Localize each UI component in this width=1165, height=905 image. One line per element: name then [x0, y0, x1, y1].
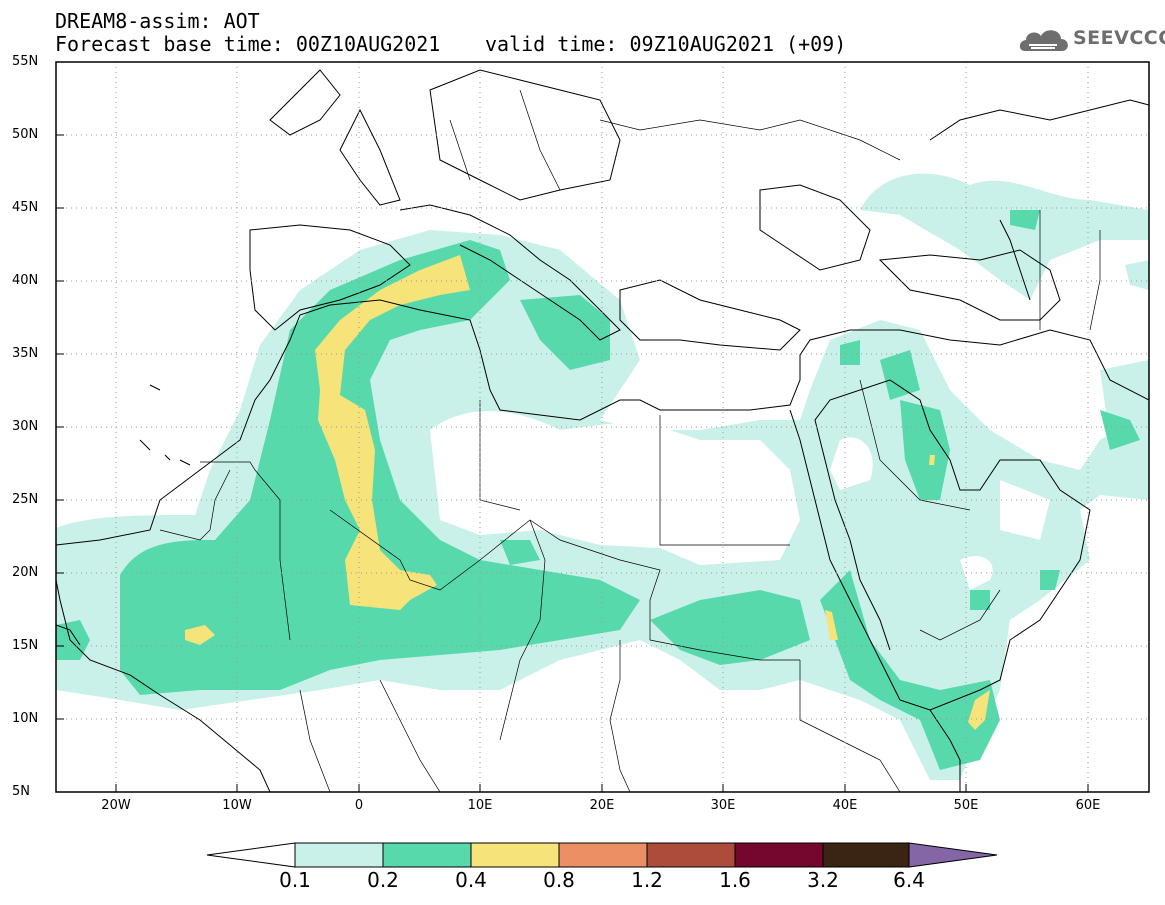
colorbar-segment	[646, 842, 736, 868]
aot-level-0.2	[56, 210, 1140, 770]
seevccc-logo: SEEVCCC	[1017, 24, 1165, 56]
colorbar-segment	[822, 842, 910, 868]
lon-label: 0	[354, 798, 364, 813]
colorbar-segment	[558, 842, 648, 868]
lon-label: 20W	[101, 798, 131, 813]
colorbar-label: 0.4	[455, 868, 487, 892]
graticule	[56, 62, 1149, 792]
colorbar-segment	[470, 842, 560, 868]
lon-label: 10W	[222, 798, 252, 813]
aot-level-0.4	[185, 255, 990, 730]
colorbar-segment	[382, 842, 472, 868]
colorbar-segment	[206, 842, 296, 868]
colorbar-label: 1.6	[719, 868, 751, 892]
coastlines	[56, 69, 1149, 792]
lat-label: 55N	[12, 54, 39, 69]
lat-label: 10N	[12, 711, 39, 726]
lon-label: 10E	[467, 798, 493, 813]
colorbar-label: 1.2	[631, 868, 663, 892]
colorbar-segment	[734, 842, 824, 868]
lon-label: 40E	[832, 798, 858, 813]
lon-label: 60E	[1075, 798, 1101, 813]
lat-label: 40N	[12, 273, 39, 288]
valid-time: valid time: 09Z10AUG2021 (+09)	[485, 32, 847, 56]
logo-text: SEEVCCC	[1073, 27, 1165, 49]
tick-marks	[56, 61, 1089, 793]
lon-label: 30E	[710, 798, 736, 813]
lat-label: 25N	[12, 492, 39, 507]
colorbar-label: 0.2	[367, 868, 399, 892]
lat-label: 35N	[12, 346, 39, 361]
map-title: DREAM8-assim: AOT	[55, 9, 260, 33]
lat-label: 15N	[12, 638, 39, 653]
cloud-icon	[1019, 30, 1068, 51]
colorbar-segment	[294, 842, 384, 868]
lat-label: 30N	[12, 419, 39, 434]
colorbar-label: 6.4	[893, 868, 925, 892]
lon-label: 20E	[589, 798, 615, 813]
forecast-base-time: Forecast base time: 00Z10AUG2021	[55, 32, 441, 56]
colorbar	[206, 842, 998, 868]
lat-label: 20N	[12, 565, 39, 580]
colorbar-segment	[908, 842, 998, 868]
lat-label: 50N	[12, 127, 39, 142]
lon-label: 50E	[953, 798, 979, 813]
lat-label: 5N	[12, 784, 30, 799]
lat-label: 45N	[12, 200, 39, 215]
colorbar-label: 0.8	[543, 868, 575, 892]
colorbar-label: 3.2	[807, 868, 839, 892]
colorbar-label: 0.1	[279, 868, 311, 892]
aot-below-0.1	[430, 411, 1050, 590]
